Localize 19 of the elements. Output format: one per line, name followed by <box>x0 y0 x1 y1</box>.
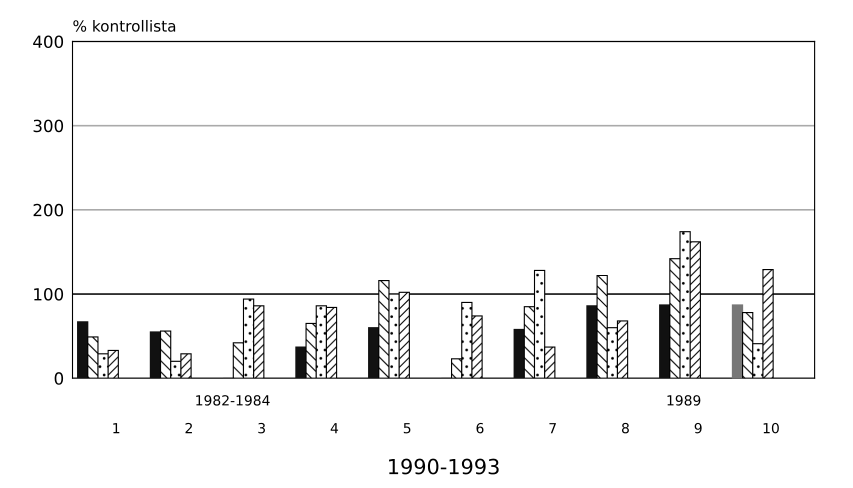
y-tick-label: 0 <box>54 372 64 385</box>
text: 1982-1984 <box>196 395 270 406</box>
x-tick-label: 2 <box>186 422 192 434</box>
x-tick-label: 7 <box>549 423 556 434</box>
x-tick-label: 6 <box>476 422 484 434</box>
y-tick-label: 400 <box>33 35 64 48</box>
x-tick-label: 5 <box>404 423 410 434</box>
x-tick-label: 10 <box>764 422 779 434</box>
text: 1989 <box>668 395 700 406</box>
x-tick-label: 4 <box>330 423 338 434</box>
y-axis-title: % kontrollista <box>73 20 176 32</box>
x-tick-label: 3 <box>258 422 265 434</box>
x-tick-label: 1 <box>113 423 120 434</box>
y-tick-label: 200 <box>34 204 64 216</box>
x-tick-label: 8 <box>622 422 629 434</box>
y-tick-label: 100 <box>34 288 64 301</box>
x-tick-label: 9 <box>694 422 702 434</box>
x-axis-title: 1990-1993 <box>389 458 499 474</box>
y-tick-label: 300 <box>34 120 64 132</box>
